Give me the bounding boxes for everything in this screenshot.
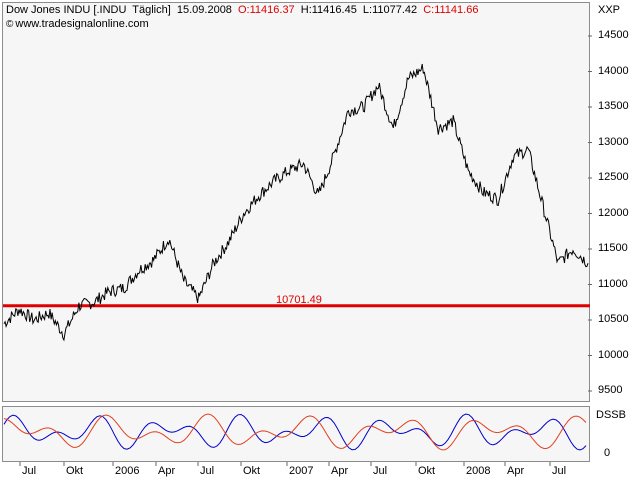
x-tick-label: Jul xyxy=(552,465,567,477)
x-tick-label: Apr xyxy=(331,465,349,477)
price-series-line xyxy=(3,63,589,342)
chart-header: Dow Jones INDU [.INDU Täglich] 15.09.200… xyxy=(6,4,481,17)
x-tick-label: 2008 xyxy=(466,465,491,477)
y-tick-label: 11000 xyxy=(598,277,628,290)
x-tick-label: Jul xyxy=(22,465,37,477)
x-tick-label: 2007 xyxy=(289,465,314,477)
x-tick-marks xyxy=(19,462,551,466)
oscillator-red-line xyxy=(3,413,587,451)
x-tick-label: Okt xyxy=(418,465,436,477)
y-tick-label: 10000 xyxy=(598,348,629,361)
website-label: © www.tradesignalonline.com xyxy=(6,18,149,30)
y-tick-label: 14000 xyxy=(598,64,629,77)
oscillator-label: DSSB xyxy=(596,409,626,421)
website-text: www.tradesignalonline.com xyxy=(15,18,149,30)
support-value-label: 10701.49 xyxy=(276,294,322,306)
oscillator-lines xyxy=(3,413,587,451)
unit-label: XXP xyxy=(598,4,621,16)
y-tick-label: 13000 xyxy=(598,135,629,148)
x-tick-label: 2006 xyxy=(115,465,140,477)
y-tick-label: 12500 xyxy=(598,171,629,183)
x-tick-label: Okt xyxy=(243,465,261,477)
y-tick-label: 12000 xyxy=(598,206,629,219)
close-value: C:11141.66 xyxy=(423,4,479,16)
x-tick-label: Jul xyxy=(373,465,388,477)
open-value: O:11416.37 xyxy=(238,4,295,16)
date-label: 15.09.2008 xyxy=(176,4,232,16)
oscillator-blue-line xyxy=(3,413,587,451)
high-value: H:11416.45 xyxy=(300,4,357,16)
y-tick-label: 11500 xyxy=(598,242,628,254)
x-tick-label: Apr xyxy=(158,465,176,477)
y-tick-label: 10500 xyxy=(598,313,629,325)
x-tick-label: Okt xyxy=(66,465,84,477)
y-tick-label: 14500 xyxy=(598,29,629,41)
low-value: L:11077.42 xyxy=(362,4,418,16)
y-tick-label: 9500 xyxy=(598,384,623,396)
gridlines xyxy=(588,35,592,392)
instrument-name: Dow Jones INDU [.INDU xyxy=(6,4,127,16)
copyright-icon: © xyxy=(6,19,14,30)
oscillator-zero-tick: 0 xyxy=(604,447,611,459)
x-tick-label: Jul xyxy=(200,465,215,477)
y-tick-label: 13500 xyxy=(598,100,629,112)
interval-label: Täglich] xyxy=(132,4,171,16)
x-tick-label: Apr xyxy=(507,465,525,477)
